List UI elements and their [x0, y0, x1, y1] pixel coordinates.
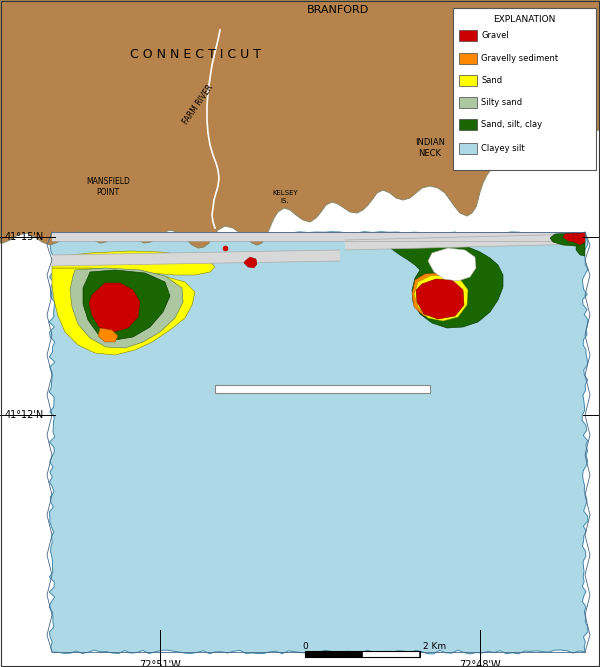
Polygon shape	[550, 233, 585, 246]
Bar	[362, 651, 419, 657]
Bar	[459, 119, 477, 130]
Text: Silty sand: Silty sand	[481, 98, 522, 107]
Text: KELSEY
IS.: KELSEY IS.	[272, 190, 298, 203]
Bar	[459, 97, 477, 108]
Polygon shape	[49, 231, 588, 654]
Polygon shape	[412, 273, 463, 316]
Text: BRANFORD: BRANFORD	[307, 5, 369, 15]
Text: C O N N E C T I C U T: C O N N E C T I C U T	[130, 49, 260, 61]
Polygon shape	[573, 232, 585, 245]
Polygon shape	[244, 257, 257, 268]
Polygon shape	[0, 0, 600, 248]
Polygon shape	[52, 251, 215, 275]
Polygon shape	[52, 268, 195, 355]
Polygon shape	[52, 250, 340, 266]
Bar	[459, 53, 477, 64]
Text: 72°48'W: 72°48'W	[459, 660, 501, 667]
Polygon shape	[428, 248, 476, 281]
Text: FARM RIVER: FARM RIVER	[181, 83, 215, 127]
Text: Gravel: Gravel	[481, 31, 509, 40]
Polygon shape	[416, 279, 464, 319]
Text: Sand: Sand	[481, 76, 502, 85]
Bar	[459, 75, 477, 86]
Text: 41°15'N: 41°15'N	[5, 232, 44, 242]
Text: Gravelly sediment: Gravelly sediment	[481, 54, 558, 63]
Bar	[305, 651, 420, 657]
Text: 72°51'W: 72°51'W	[139, 660, 181, 667]
Text: 0: 0	[302, 642, 308, 651]
Polygon shape	[414, 275, 468, 321]
Text: Sand, silt, clay: Sand, silt, clay	[481, 120, 542, 129]
Polygon shape	[0, 130, 600, 667]
Polygon shape	[385, 240, 503, 328]
Polygon shape	[0, 130, 600, 243]
Text: INDIAN
NECK: INDIAN NECK	[415, 138, 445, 158]
Text: EXPLANATION: EXPLANATION	[493, 15, 556, 25]
Polygon shape	[576, 244, 585, 256]
Polygon shape	[83, 270, 170, 340]
Text: 2 Km: 2 Km	[423, 642, 446, 651]
Bar	[305, 651, 362, 657]
Bar	[215, 385, 430, 393]
Polygon shape	[98, 328, 118, 342]
Text: MANSFIELD
POINT: MANSFIELD POINT	[86, 177, 130, 197]
Bar	[453, 8, 596, 170]
Polygon shape	[345, 234, 585, 250]
Polygon shape	[89, 283, 140, 332]
Text: Clayey silt: Clayey silt	[481, 144, 524, 153]
Polygon shape	[52, 232, 585, 241]
Bar	[459, 143, 477, 154]
Bar	[459, 30, 477, 41]
Polygon shape	[70, 268, 183, 348]
Text: 41°12'N: 41°12'N	[5, 410, 44, 420]
Polygon shape	[563, 233, 584, 243]
